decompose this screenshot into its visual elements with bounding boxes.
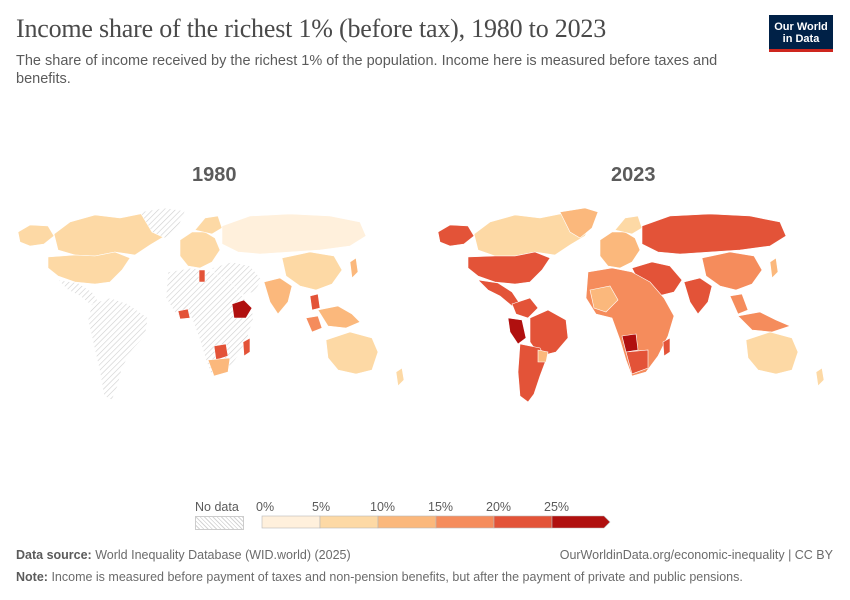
region-west-africa-2023[interactable] <box>589 285 619 313</box>
region-south-america-1980[interactable] <box>87 297 149 401</box>
region-india-1980[interactable] <box>263 277 293 315</box>
region-india-2023[interactable] <box>683 277 713 315</box>
region-se-asia-2023[interactable] <box>729 293 749 315</box>
region-algeria-1980[interactable] <box>198 269 206 283</box>
note-label: Note: <box>16 570 48 584</box>
logo-line-1: Our World <box>774 21 828 33</box>
region-australia-1980[interactable] <box>325 331 379 375</box>
region-china-2023[interactable] <box>701 251 763 291</box>
footer-note: Note: Income is measured before payment … <box>16 570 743 584</box>
footer-source: Data source: World Inequality Database (… <box>16 548 351 562</box>
map-1980 <box>17 207 405 401</box>
region-europe-1980[interactable] <box>179 231 221 269</box>
region-angola-2023[interactable] <box>621 333 639 353</box>
region-scandinavia-2023[interactable] <box>614 215 643 235</box>
region-uruguay-2023[interactable] <box>537 349 549 363</box>
region-china-1980[interactable] <box>281 251 343 291</box>
legend-tick-0: 0% <box>256 500 274 514</box>
map-title-2023: 2023 <box>611 164 656 186</box>
region-colombia-2023[interactable] <box>511 297 539 319</box>
map-2023 <box>437 207 825 403</box>
legend-scale: 0% 5% 10% 15% 20% 25% <box>256 500 611 529</box>
map-title-1980: 1980 <box>192 164 237 186</box>
region-se-asia-1980[interactable] <box>317 305 361 329</box>
region-peru-2023[interactable] <box>507 317 527 345</box>
legend-tick-5: 25% <box>544 500 569 514</box>
legend-tick-4: 20% <box>486 500 511 514</box>
region-usa-2023[interactable] <box>467 251 551 285</box>
region-japan-1980[interactable] <box>349 257 359 279</box>
legend-no-data-label: No data <box>195 500 239 514</box>
region-nz-1980[interactable] <box>395 367 405 387</box>
region-brazil-2023[interactable] <box>529 309 569 357</box>
source-text[interactable]: World Inequality Database (WID.world) (2… <box>95 548 351 562</box>
region-greenland-1980[interactable] <box>139 207 186 239</box>
legend-tick-2: 10% <box>370 500 395 514</box>
legend-color-bins <box>261 515 611 529</box>
region-greenland-2023[interactable] <box>559 207 599 239</box>
region-russia-2023[interactable] <box>641 213 787 255</box>
legend-bin-2[interactable] <box>377 515 437 529</box>
legend-bin-5[interactable] <box>551 515 611 529</box>
world-maps <box>17 207 825 403</box>
region-japan-2023[interactable] <box>769 257 779 279</box>
region-nz-2023[interactable] <box>815 367 825 387</box>
chart-subtitle: The share of income received by the rich… <box>16 53 718 87</box>
source-label: Data source: <box>16 548 92 562</box>
region-alaska-2023[interactable] <box>437 224 475 247</box>
region-madagascar-1980[interactable] <box>242 337 251 357</box>
legend-tick-1: 5% <box>312 500 330 514</box>
region-south-africa-1980[interactable] <box>207 357 231 377</box>
region-alaska-1980[interactable] <box>17 224 55 247</box>
region-ethiopia-1980[interactable] <box>231 299 253 319</box>
legend-no-data-swatch <box>195 516 244 530</box>
owid-logo[interactable]: Our World in Data <box>769 15 833 52</box>
region-australia-2023[interactable] <box>745 331 799 375</box>
legend-bin-3[interactable] <box>435 515 495 529</box>
legend-tick-3: 15% <box>428 500 453 514</box>
region-zimbabwe-1980[interactable] <box>213 343 229 361</box>
logo-line-2: in Data <box>782 33 820 45</box>
region-southern-africa-2023[interactable] <box>625 349 649 375</box>
region-indonesia-2023[interactable] <box>737 311 791 333</box>
note-text: Income is measured before payment of tax… <box>51 570 743 584</box>
region-indonesia-1980[interactable] <box>305 315 323 333</box>
region-russia-1980[interactable] <box>221 213 367 255</box>
footer-url[interactable]: OurWorldinData.org/economic-inequality |… <box>559 548 833 562</box>
chart-title: Income share of the richest 1% (before t… <box>16 14 607 43</box>
legend-bin-0[interactable] <box>261 515 321 529</box>
legend-bin-1[interactable] <box>319 515 379 529</box>
region-scandinavia-1980[interactable] <box>194 215 223 235</box>
region-cotedivoire-1980[interactable] <box>177 308 191 320</box>
region-thailand-1980[interactable] <box>309 293 321 311</box>
region-europe-2023[interactable] <box>599 231 641 269</box>
legend-bin-4[interactable] <box>493 515 553 529</box>
legend-tick-labels: 0% 5% 10% 15% 20% 25% <box>256 500 569 514</box>
region-usa-1980[interactable] <box>47 251 131 285</box>
region-madagascar-2023[interactable] <box>662 337 671 357</box>
